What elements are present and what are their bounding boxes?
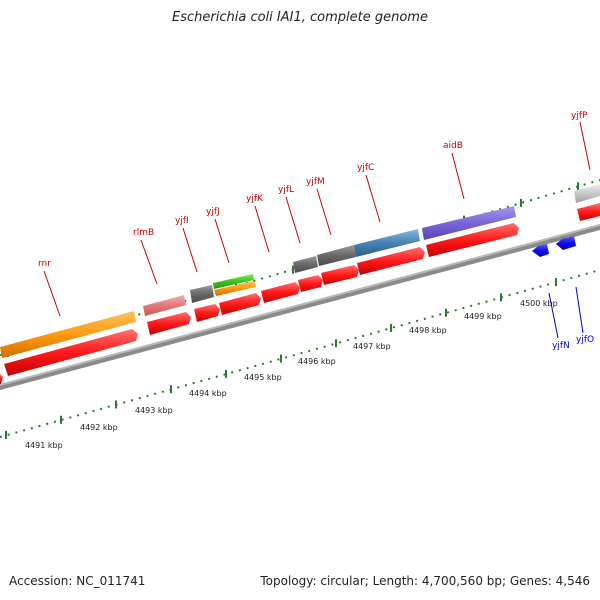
yjfN-leader-line (548, 292, 559, 339)
yjfL-category-bar (293, 256, 318, 273)
reverse-cds-track (532, 236, 576, 257)
rlmB-category-bar (143, 295, 186, 316)
gene-label-yjfC: yjfC (357, 163, 374, 173)
yjfN-cds-arrow (532, 244, 549, 257)
yjfL-leader-line (285, 196, 301, 244)
yjfO-leader-line (575, 286, 584, 334)
scale-label-4495: 4495 kbp (244, 373, 282, 382)
gene-label-yjfO: yjfO (576, 335, 594, 345)
yjfJ-cds-arrow (219, 293, 261, 315)
scale-label-4493: 4493 kbp (135, 406, 173, 415)
yjfC-leader-line (365, 174, 381, 223)
yjfP-category-bar (574, 184, 600, 203)
yjfI-category-bar (190, 285, 214, 303)
gene-label-yjfM: yjfM (306, 177, 325, 187)
gene-label-aidB: aidB (443, 141, 463, 151)
gene-label-yjfN: yjfN (552, 341, 570, 351)
yjfC-category-bar (354, 229, 420, 257)
yjfJ-leader-line (214, 218, 230, 264)
yjfK-cds-arrow (261, 282, 300, 303)
yjfC-cds-arrow (357, 247, 425, 275)
yjfM-leader-line (316, 188, 332, 236)
scale-label-4494: 4494 kbp (189, 389, 227, 398)
gene-label-yjfI: yjfI (175, 216, 189, 226)
gene-label-rnr: rnr (38, 259, 51, 269)
yjfP-cds-arrow (577, 203, 600, 221)
yjfM-category-bar (317, 245, 356, 266)
scale-label-4497: 4497 kbp (353, 342, 391, 351)
rnr-leader-line (43, 270, 61, 317)
scale-label-4499: 4499 kbp (464, 312, 502, 321)
scale-label-4491: 4491 kbp (25, 441, 63, 450)
genome-backbone-highlight (0, 224, 600, 386)
yjfI-leader-line (182, 227, 198, 273)
forward-cds-track (0, 203, 600, 384)
scale-label-4498: 4498 kbp (409, 326, 447, 335)
gene-label-rlmB: rlmB (133, 228, 154, 238)
scale-major-ticks (5, 278, 557, 439)
yjfJ-category-bar-orange (214, 281, 256, 296)
yjfK-leader-line (254, 205, 270, 253)
aidB-cds-arrow (426, 223, 519, 257)
partial-cds-arrow-left (0, 374, 3, 384)
aidB-category-bar (422, 206, 516, 240)
scale-label-4500: 4500 kbp (520, 299, 558, 308)
scale-label-4496: 4496 kbp (298, 357, 336, 366)
gene-label-yjfJ: yjfJ (206, 207, 220, 217)
yjfI-cds-arrow (194, 304, 220, 322)
scale-labels: 4491 kbp 4492 kbp 4493 kbp 4494 kbp 4495… (25, 299, 558, 450)
accession-text: Accession: NC_011741 (9, 574, 146, 588)
yjfJ-category-bar-green (213, 274, 254, 289)
gene-label-yjfP: yjfP (571, 111, 588, 121)
rlmB-cds-arrow (147, 312, 191, 335)
yjfL-cds-arrow (298, 275, 323, 292)
gene-label-yjfK: yjfK (246, 194, 264, 204)
rnr-cds-arrow (4, 329, 138, 376)
gene-labels: rnr rlmB yjfI yjfJ yjfK yjfL yjfM yjfC a… (38, 111, 594, 351)
gene-label-yjfL: yjfL (278, 185, 294, 195)
genome-summary-text: Topology: circular; Length: 4,700,560 bp… (260, 574, 590, 588)
yjfO-cds-arrow (556, 236, 576, 250)
category-ring (0, 184, 600, 358)
yjfP-leader-line (579, 121, 591, 171)
yjfM-cds-arrow (321, 265, 359, 285)
scale-label-4492: 4492 kbp (80, 423, 118, 432)
rlmB-leader-line (140, 239, 158, 285)
rnr-category-bar (0, 311, 136, 358)
map-title: Escherichia coli IAI1, complete genome (172, 10, 428, 25)
leader-lines (43, 121, 591, 339)
aidB-leader-line (451, 152, 465, 200)
